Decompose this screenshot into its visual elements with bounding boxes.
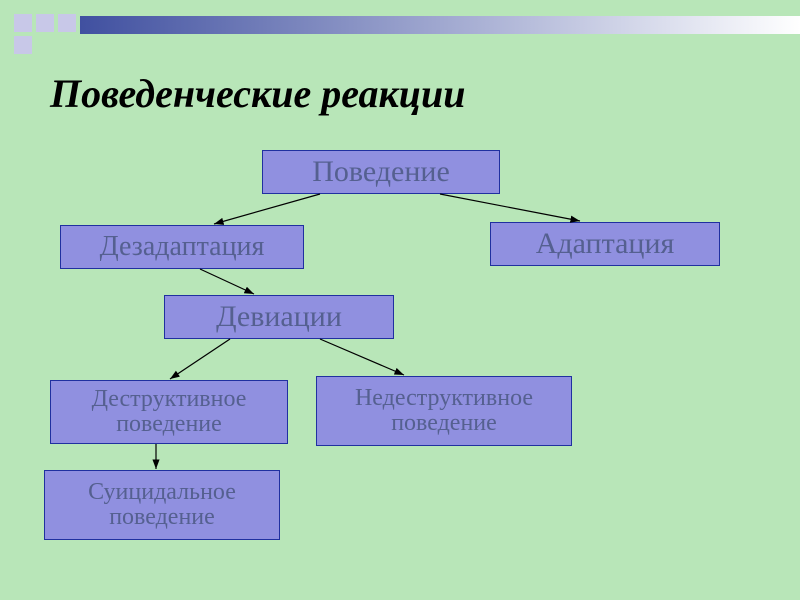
slide: Поведенческие реакции Поведение Дезадапт… — [0, 0, 800, 600]
decor-block — [36, 14, 54, 32]
decor-block — [14, 36, 32, 54]
decor-block — [14, 14, 32, 32]
node-dezadaptatsiya: Дезадаптация — [60, 225, 304, 269]
node-deviatsii: Девиации — [164, 295, 394, 339]
edge-behavior-to-dezadapt — [214, 194, 320, 224]
node-destructive: Деструктивное поведение — [50, 380, 288, 444]
node-suicidal: Суицидальное поведение — [44, 470, 280, 540]
node-adaptatsiya: Адаптация — [490, 222, 720, 266]
edge-deviations-to-destructive — [170, 339, 230, 379]
edge-deviations-to-nondestruct — [320, 339, 404, 375]
edge-dezadapt-to-deviations — [200, 269, 254, 294]
decor-block — [58, 14, 76, 32]
node-behavior: Поведение — [262, 150, 500, 194]
edge-behavior-to-adapt — [440, 194, 580, 221]
node-nondestructive: Недеструктивное поведение — [316, 376, 572, 446]
slide-title: Поведенческие реакции — [50, 70, 466, 117]
decor-gradient-bar — [80, 16, 800, 34]
